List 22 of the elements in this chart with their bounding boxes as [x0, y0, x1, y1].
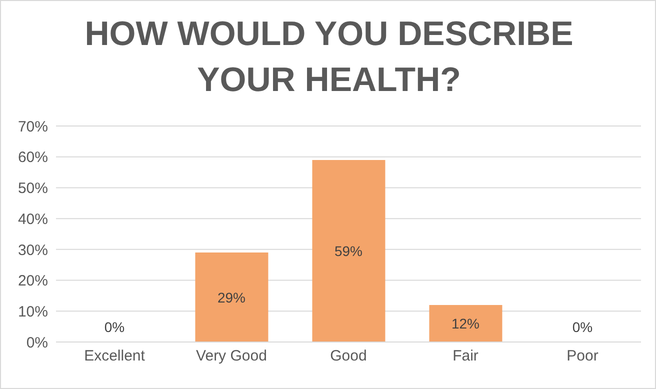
data-label: 29%: [217, 289, 246, 306]
data-label: 12%: [451, 315, 480, 332]
y-tick-label: 20%: [18, 272, 48, 290]
bar: [195, 252, 268, 342]
y-tick-label: 70%: [18, 118, 48, 136]
x-tick-label: Poor: [566, 348, 598, 365]
x-tick-label: Fair: [452, 348, 478, 365]
data-label: 59%: [334, 242, 363, 259]
data-label: 0%: [572, 319, 593, 335]
y-tick-label: 60%: [18, 149, 48, 166]
bar: [429, 304, 502, 342]
x-tick-label: Very Good: [196, 348, 267, 365]
y-tick-label: 40%: [18, 210, 48, 228]
x-tick-label: Excellent: [84, 348, 146, 365]
y-tick-label: 50%: [18, 180, 48, 198]
y-tick-label: 30%: [18, 242, 48, 259]
bar: [312, 160, 386, 342]
y-tick-label: 0%: [26, 334, 48, 352]
chart-title: HOW WOULD YOU DESCRIBE YOUR HEALTH?: [84, 14, 574, 101]
x-tick-label: Good: [330, 348, 367, 365]
y-tick-label: 10%: [18, 303, 48, 320]
data-label: 0%: [104, 319, 125, 335]
